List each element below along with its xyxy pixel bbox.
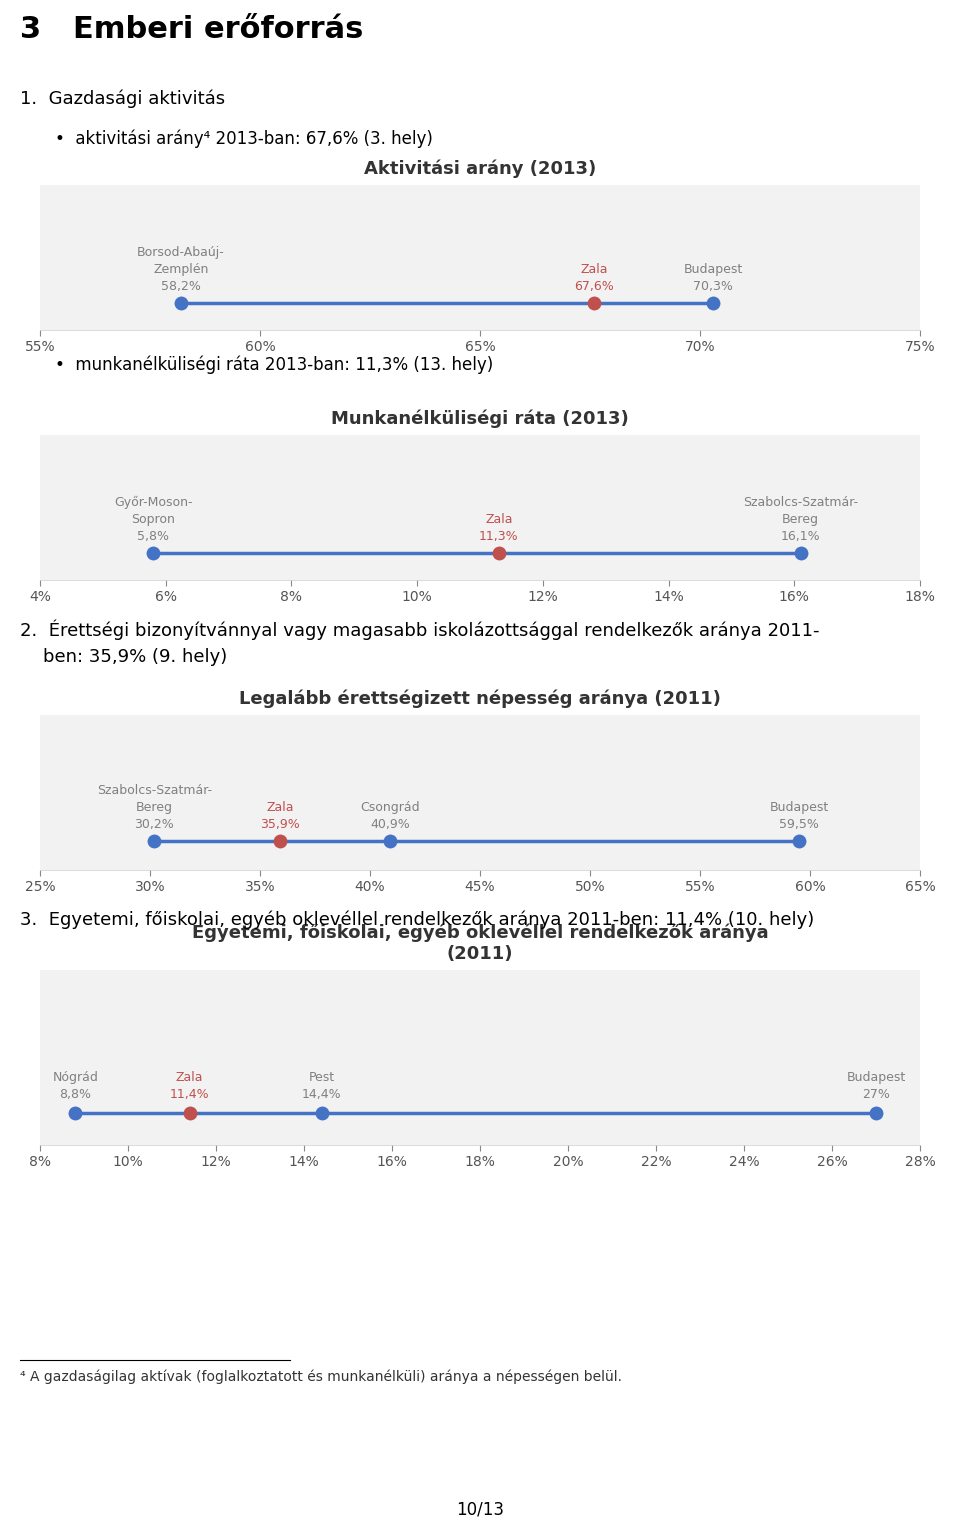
Text: Szabolcs-Szatmár-
Bereg
30,2%: Szabolcs-Szatmár- Bereg 30,2% [97,783,212,831]
Text: Pest
14,4%: Pest 14,4% [301,1070,342,1101]
Text: Csongrád
40,9%: Csongrád 40,9% [360,802,420,831]
Text: 1.  Gazdasági aktivitás: 1. Gazdasági aktivitás [20,90,226,108]
Text: Zala
11,4%: Zala 11,4% [170,1070,209,1101]
Text: Borsod-Abaúj-
Zemplén
58,2%: Borsod-Abaúj- Zemplén 58,2% [137,246,225,293]
Text: 3.  Egyetemi, főiskolai, egyéb oklevéllel rendelkezők aránya 2011-ben: 11,4% (10: 3. Egyetemi, főiskolai, egyéb oklevéllel… [20,910,814,928]
Title: Legalább érettségizett népesség aránya (2011): Legalább érettségizett népesség aránya (… [239,689,721,709]
Point [272,829,287,854]
Text: Budapest
70,3%: Budapest 70,3% [684,264,743,293]
Text: 2.  Érettségi bizonyítvánnyal vagy magasabb iskolázottsággal rendelkezők aránya : 2. Érettségi bizonyítvánnyal vagy magasa… [20,620,820,640]
Point [67,1101,83,1125]
Text: Budapest
59,5%: Budapest 59,5% [769,802,828,831]
Point [791,829,806,854]
Text: Budapest
27%: Budapest 27% [847,1070,905,1101]
Text: Zala
11,3%: Zala 11,3% [479,513,518,544]
Text: Zala
35,9%: Zala 35,9% [260,802,300,831]
Title: Munkanélküliségi ráta (2013): Munkanélküliségi ráta (2013) [331,409,629,428]
Point [147,829,162,854]
Text: Győr-Moson-
Sopron
5,8%: Győr-Moson- Sopron 5,8% [114,496,192,544]
Point [868,1101,883,1125]
Point [173,292,188,316]
Text: •  munkanélküliségi ráta 2013-ban: 11,3% (13. hely): • munkanélküliségi ráta 2013-ban: 11,3% … [55,354,493,374]
Text: ben: 35,9% (9. hely): ben: 35,9% (9. hely) [20,647,228,666]
Point [706,292,721,316]
Title: Aktivitási arány (2013): Aktivitási arány (2013) [364,159,596,177]
Text: Nógrád
8,8%: Nógrád 8,8% [52,1070,98,1101]
Text: Szabolcs-Szatmár-
Bereg
16,1%: Szabolcs-Szatmár- Bereg 16,1% [743,496,858,544]
Text: 3   Emberi erőforrás: 3 Emberi erőforrás [20,15,364,44]
Point [793,541,808,565]
Point [146,541,161,565]
Title: Egyetemi, főiskolai, egyéb oklevéllel rendelkezők aránya
(2011): Egyetemi, főiskolai, egyéb oklevéllel re… [192,924,768,964]
Text: 10/13: 10/13 [456,1500,504,1518]
Text: ⁴ A gazdaságilag aktívak (foglalkoztatott és munkanélküli) aránya a népességen b: ⁴ A gazdaságilag aktívak (foglalkoztatot… [20,1370,622,1385]
Point [314,1101,329,1125]
Point [587,292,602,316]
Text: •  aktivitási arány⁴ 2013-ban: 67,6% (3. hely): • aktivitási arány⁴ 2013-ban: 67,6% (3. … [55,130,433,148]
Point [382,829,397,854]
Text: Zala
67,6%: Zala 67,6% [574,264,614,293]
Point [492,541,507,565]
Point [181,1101,197,1125]
